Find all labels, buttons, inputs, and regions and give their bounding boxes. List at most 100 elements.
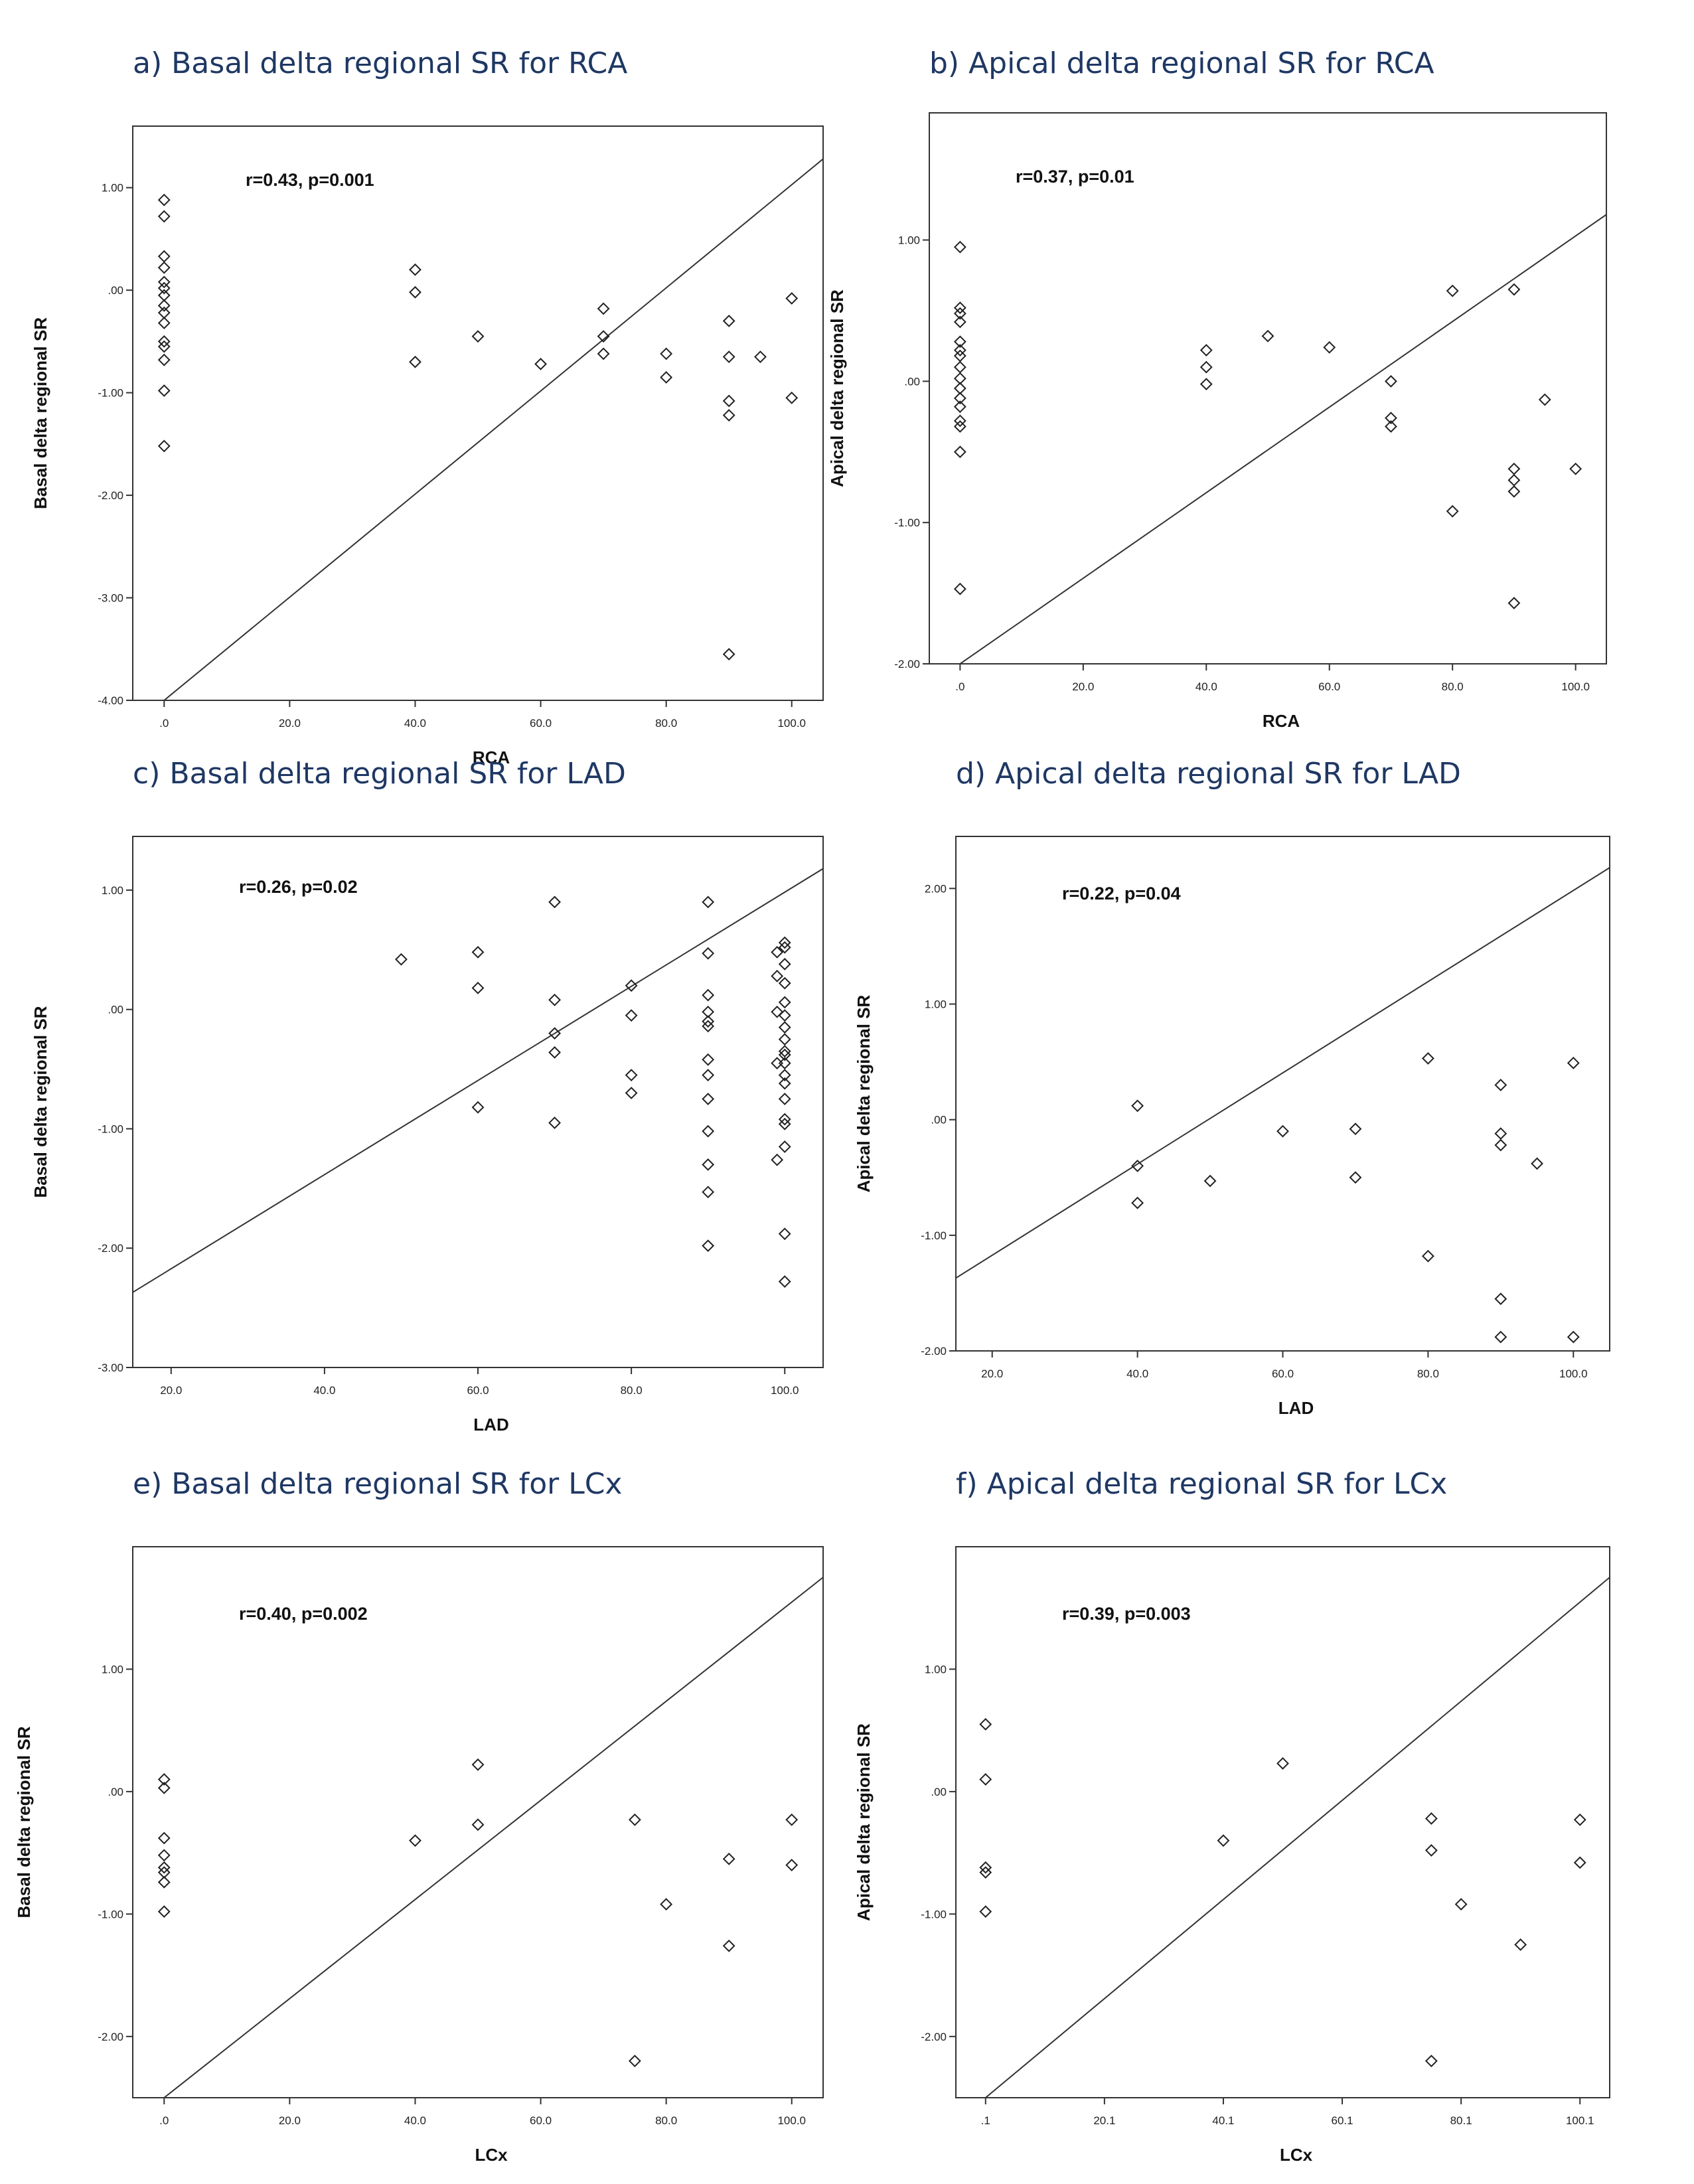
data-point <box>778 1009 791 1022</box>
data-point <box>953 400 966 414</box>
y-tick-label: 1.00 <box>925 1663 947 1676</box>
data-point <box>548 993 561 1006</box>
data-point <box>785 292 799 305</box>
y-axis-title: Basal delta regional SR <box>31 317 50 509</box>
data-point <box>722 1939 735 1952</box>
data-point <box>979 1718 992 1731</box>
panel-d: d) Apical delta regional SR for LAD 20.0… <box>854 757 1694 1474</box>
data-point <box>1454 1898 1468 1911</box>
data-point <box>409 1834 422 1847</box>
data-point <box>771 1005 784 1018</box>
data-point <box>702 947 715 960</box>
x-axis-title: LCx <box>475 2145 508 2165</box>
x-tick-label: 100.0 <box>777 717 806 730</box>
x-tick-label: 100.0 <box>777 2114 806 2127</box>
x-tick-label: 60.0 <box>1318 680 1340 693</box>
panel-f: f) Apical delta regional SR for LCx .1 20… <box>854 1467 1694 2184</box>
plot-area <box>929 112 1607 664</box>
data-point <box>597 330 610 343</box>
y-tick-label: -1.00 <box>98 1908 123 1920</box>
x-tick-label: 80.0 <box>655 2114 677 2127</box>
x-tick-label: 100.1 <box>1566 2114 1594 2127</box>
data-point <box>409 263 422 276</box>
data-point <box>1131 1196 1144 1209</box>
data-point <box>702 1239 715 1253</box>
data-point <box>157 299 171 312</box>
data-point <box>1446 505 1459 518</box>
y-tick-label: -2.00 <box>921 1345 947 1358</box>
data-point <box>785 1859 799 1871</box>
x-tick-label: 80.1 <box>1450 2114 1472 2127</box>
data-point <box>660 347 673 360</box>
data-point <box>778 1077 791 1090</box>
data-point <box>778 1033 791 1046</box>
x-tick-label: 80.0 <box>1417 1367 1439 1380</box>
x-tick-label: 40.0 <box>404 2114 426 2127</box>
y-tick-label: .00 <box>931 1114 947 1127</box>
data-point <box>471 981 485 994</box>
data-point <box>778 1069 791 1081</box>
data-point <box>722 648 735 661</box>
data-point <box>1424 1812 1438 1825</box>
data-point <box>471 945 485 959</box>
data-point <box>409 285 422 299</box>
y-axis-title: Apical delta regional SR <box>827 289 847 487</box>
data-point <box>778 936 791 949</box>
data-point <box>628 2055 641 2068</box>
correlation-annotation: r=0.22, p=0.04 <box>1062 884 1181 903</box>
panel-title: d) Apical delta regional SR for LAD <box>956 757 1461 791</box>
data-point <box>1131 1159 1144 1172</box>
panel-e: e) Basal delta regional SR for LCx .0 20.… <box>14 1467 916 2184</box>
data-point <box>157 1781 171 1794</box>
data-point <box>471 1101 485 1114</box>
x-tick-label: .1 <box>981 2114 990 2127</box>
data-point <box>1385 374 1397 388</box>
data-point <box>778 976 791 990</box>
x-tick-label: .0 <box>159 717 169 730</box>
y-tick-label: .00 <box>108 1004 123 1016</box>
data-point <box>157 1905 171 1918</box>
data-point <box>548 1046 561 1059</box>
x-tick-label: 40.1 <box>1212 2114 1234 2127</box>
x-tick-label: .0 <box>955 680 964 693</box>
data-point <box>1494 1330 1507 1344</box>
data-point <box>702 1069 715 1081</box>
x-tick-label: 80.0 <box>1442 680 1464 693</box>
data-point <box>1573 1856 1586 1869</box>
data-point <box>1385 420 1397 433</box>
y-tick-label: -2.00 <box>98 2031 123 2043</box>
panel-title: a) Basal delta regional SR for RCA <box>133 46 628 80</box>
data-point <box>722 315 735 327</box>
data-point <box>1199 378 1213 391</box>
data-point <box>157 384 171 397</box>
fit-line <box>163 1577 823 2098</box>
x-tick-label: 100.0 <box>771 1384 799 1397</box>
data-point <box>1276 1125 1289 1138</box>
x-tick-label: 20.0 <box>981 1367 1003 1380</box>
y-tick-label: .00 <box>931 1786 947 1798</box>
data-point <box>953 315 966 329</box>
scatter-chart-f: .1 20.1 40.1 60.1 80.1 100.1 1.00 .00 -1.00 -2.00… <box>854 1546 1610 2165</box>
data-point <box>157 275 171 289</box>
data-point <box>660 371 673 384</box>
data-point <box>778 1113 791 1126</box>
data-point <box>1567 1330 1580 1344</box>
data-point <box>157 1773 171 1786</box>
data-point <box>953 307 966 320</box>
panel-b: b) Apical delta regional SR for RCA .0 20… <box>827 46 1694 763</box>
y-tick-label: .00 <box>108 284 123 297</box>
scatter-chart-a: .0 20.0 40.0 60.0 80.0 100.0 1.00 .00 -1.00 -2.00… <box>31 125 824 767</box>
data-point <box>953 335 966 349</box>
y-tick-label: 2.00 <box>925 882 947 895</box>
data-point <box>778 1021 791 1034</box>
data-point <box>1217 1834 1230 1847</box>
data-point <box>625 1009 638 1022</box>
data-point <box>157 261 171 274</box>
x-axis-title: LAD <box>1278 1398 1314 1418</box>
data-point <box>722 394 735 408</box>
data-point <box>1494 1079 1507 1091</box>
data-point <box>1514 1938 1527 1951</box>
data-point <box>548 1027 561 1040</box>
scatter-chart-e: .0 20.0 40.0 60.0 80.0 100.0 1.00 .00 -1.00 -2.00… <box>14 1546 824 2165</box>
y-tick-label: -1.00 <box>98 1123 123 1135</box>
